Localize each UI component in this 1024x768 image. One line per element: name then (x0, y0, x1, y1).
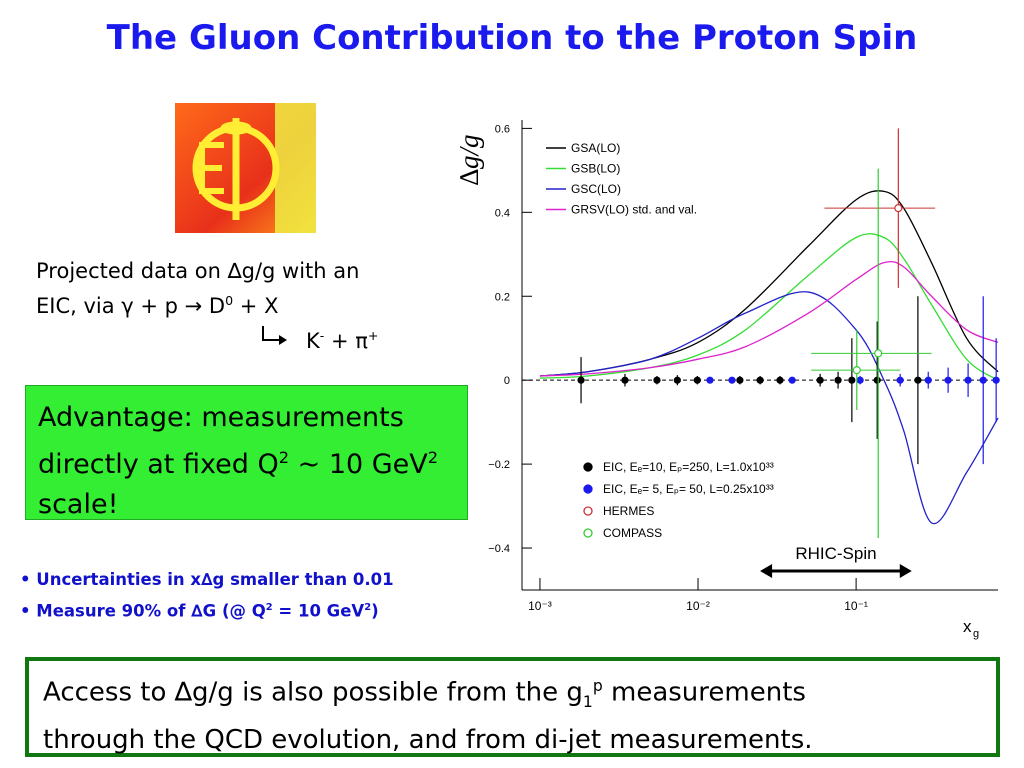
data-point (653, 376, 661, 384)
text-line: Projected data on ∆g/g with an (36, 256, 378, 286)
superscript: p (592, 677, 603, 695)
data-point (816, 376, 824, 384)
superscript: 2 (278, 448, 290, 467)
legend-marker (583, 506, 593, 516)
data-point (852, 366, 861, 375)
data-point (873, 376, 881, 384)
text-line: EIC, via γ + p → D0 + X (36, 286, 378, 321)
text: scale! (38, 489, 119, 520)
advantage-box: Advantage: measurements directly at fixe… (25, 385, 468, 520)
superscript: 2 (364, 602, 372, 613)
text: measurements (602, 677, 806, 708)
y-tick-label: 0.4 (495, 207, 510, 219)
logo (175, 103, 316, 233)
legend-label: EIC, Eₑ= 5, Eₚ= 50, L=0.25x10³³ (603, 482, 774, 496)
text: = 10 GeV (272, 601, 365, 621)
legend-marker (583, 528, 593, 538)
data-point (848, 376, 856, 384)
y-tick-label: 0.6 (495, 123, 510, 135)
data-point (673, 376, 681, 384)
text: EIC, via γ + p → D (36, 294, 226, 318)
y-axis-label: ∆g/g (454, 134, 484, 185)
data-point (894, 204, 903, 213)
data-point (621, 376, 629, 384)
x-axis-label: x (963, 617, 972, 636)
y-tick-label: −0.4 (488, 543, 510, 555)
arrowhead (760, 564, 773, 578)
legend-marker (583, 484, 593, 494)
data-point (577, 376, 585, 384)
y-tick-label: 0.2 (495, 291, 510, 303)
text: + π (324, 329, 368, 353)
legend-label: EIC, Eₑ=10, Eₚ=250, L=1.0x10³³ (603, 460, 774, 474)
data-point (924, 376, 932, 384)
data-point (788, 376, 796, 384)
data-point (944, 376, 952, 384)
data-point (856, 376, 864, 384)
bullet: • Measure 90% of ∆G (@ Q2 = 10 GeV2) (20, 601, 379, 621)
projection-text: Projected data on ∆g/g with an EIC, via … (36, 256, 378, 356)
text: ~ 10 GeV (289, 449, 428, 480)
data-point (728, 376, 736, 384)
text: Access to ∆g/g is also possible from the… (43, 677, 583, 708)
superscript: - (319, 328, 325, 343)
curve (539, 190, 999, 377)
text: + X (233, 294, 279, 318)
legend-label: GSB(LO) (571, 162, 620, 176)
y-tick-label: 0 (504, 375, 510, 387)
data-point (896, 376, 904, 384)
data-point (736, 376, 744, 384)
legend-label: GSA(LO) (571, 141, 620, 155)
annotation: RHIC-Spin (795, 544, 876, 563)
y-tick-label: −0.2 (488, 459, 510, 471)
arrowhead (899, 564, 912, 578)
text-line: K- + π+ (36, 321, 378, 356)
superscript: 2 (265, 602, 273, 613)
text: Projected data on ∆g/g with an (36, 259, 360, 283)
bullet-list: • Uncertainties in x∆g smaller than 0.01… (20, 566, 394, 626)
footer-box: Access to ∆g/g is also possible from the… (25, 657, 1000, 757)
legend-label: GRSV(LO) std. and val. (571, 203, 697, 217)
subscript: 1 (582, 692, 593, 711)
superscript: 0 (225, 293, 234, 308)
data-point (756, 376, 764, 384)
curve (539, 260, 999, 377)
slide-title: The Gluon Contribution to the Proton Spi… (106, 18, 918, 58)
x-tick-label: 10⁻² (686, 599, 710, 613)
text: ) (371, 601, 379, 621)
curve (539, 233, 999, 381)
x-tick-label: 10⁻¹ (844, 599, 868, 613)
text: Advantage: measurements directly at fixe… (38, 402, 404, 480)
legend-label: COMPASS (603, 526, 662, 540)
data-point (834, 376, 842, 384)
superscript: 2 (427, 448, 439, 467)
legend-marker (583, 462, 593, 472)
curve (539, 291, 999, 525)
legend-label: HERMES (603, 504, 654, 518)
data-point (693, 376, 701, 384)
legend-label: GSC(LO) (571, 182, 621, 196)
data-point (979, 376, 987, 384)
text: Measure 90% of ∆G (@ Q (36, 601, 266, 621)
bullet: • Uncertainties in x∆g smaller than 0.01 (20, 570, 394, 589)
data-point (914, 376, 922, 384)
data-point (706, 376, 714, 384)
data-point (776, 376, 784, 384)
arrowhead (279, 335, 287, 345)
text: K (306, 329, 320, 353)
text-line: Access to ∆g/g is also possible from the… (43, 667, 982, 721)
text-line: through the QCD evolution, and from di-j… (43, 724, 813, 755)
superscript: + (367, 328, 379, 343)
text: Uncertainties in x∆g smaller than 0.01 (36, 570, 394, 589)
arrow (262, 326, 279, 341)
x-tick-label: 10⁻³ (528, 599, 552, 613)
data-point (992, 376, 1000, 384)
data-point (874, 349, 883, 358)
data-point (964, 376, 972, 384)
x-axis-label-sub: g (973, 628, 979, 640)
